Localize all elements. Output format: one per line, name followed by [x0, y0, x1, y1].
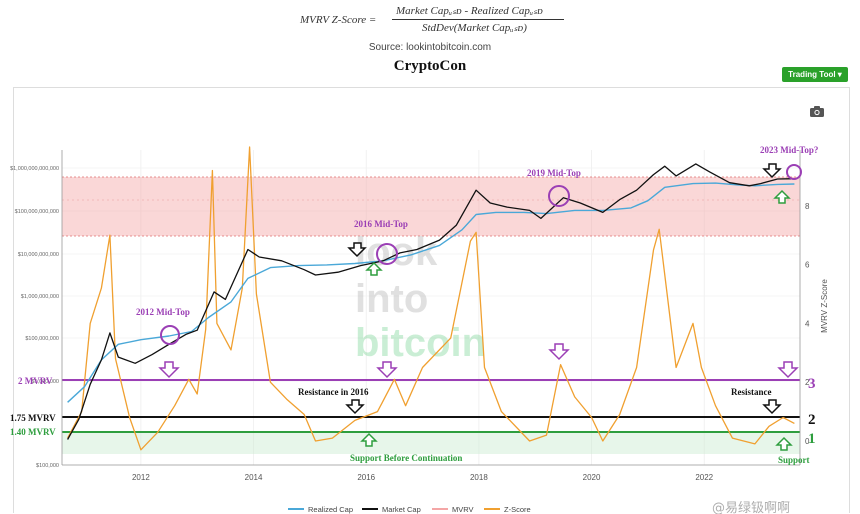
- x-tick-label: 2020: [583, 473, 601, 482]
- support-band-rect: [62, 432, 800, 454]
- label-2-mvrv: 2 MVRV: [18, 376, 53, 386]
- ann-2012: 2012 Mid-Top: [136, 307, 190, 317]
- annotations: 2012 Mid-Top 2016 Mid-Top 2019 Mid-Top 2…: [10, 145, 818, 465]
- label-resistance: Resistance: [731, 387, 772, 397]
- label-resistance-2016: Resistance in 2016: [298, 387, 369, 397]
- label-175-mvrv: 1.75 MVRV: [10, 413, 56, 423]
- num-3: 3: [808, 376, 816, 392]
- ann-2019-circle: [548, 185, 570, 207]
- legend: Realized Cap Market Cap MVRV Z-Score: [288, 505, 531, 514]
- source-text: Source: lookintobitcoin.com: [368, 42, 492, 53]
- series-lines: [67, 146, 795, 451]
- zscore-line: [67, 146, 795, 451]
- y-right-axis-label: MVRV Z-Score: [820, 279, 829, 333]
- legend-label: MVRV: [452, 505, 474, 514]
- label-support-continuation: Support Before Continuation: [350, 453, 462, 463]
- footer-watermark: @易绿钑啊啊: [712, 501, 790, 514]
- y-left-tick-label: $1,000,000: [31, 379, 59, 385]
- mvrv-band: [62, 176, 800, 454]
- camera-icon[interactable]: [810, 106, 824, 117]
- y-left-tick-label: $100,000,000: [25, 336, 59, 342]
- arrow-down-black-2016: [347, 242, 367, 258]
- chart-title: CryptoCon: [393, 58, 467, 74]
- x-tick-label: 2018: [470, 473, 488, 482]
- formula-denominator: StdDev(Market Capᵤₛᴅ): [422, 22, 527, 34]
- axes: 2012 2014 2016 2018 2020 2022$100,000$1,000,0…: [10, 150, 829, 482]
- y-right-tick-label: 6: [805, 261, 810, 270]
- legend-label: Market Cap: [382, 505, 421, 514]
- arrow-down-black-res2016: [345, 399, 365, 415]
- arrow-up-green-2016: [365, 261, 383, 276]
- num-2: 2: [808, 412, 816, 428]
- formula-fraction-bar: [392, 19, 564, 20]
- chart-frame: [13, 87, 850, 513]
- y-left-tick-label: $1,000,000,000,000: [10, 166, 59, 172]
- y-right-tick-label: 8: [805, 202, 810, 211]
- ann-2012-circle: [160, 325, 180, 345]
- formula-numerator: Market Capᵤₛᴅ - Realized Capᵤₛᴅ: [396, 5, 543, 17]
- ann-2019: 2019 Mid-Top: [527, 168, 581, 178]
- label-support: Support: [778, 455, 810, 465]
- arrow-down-purple-2016: [376, 361, 398, 379]
- arrow-down-purple-2023: [777, 361, 799, 379]
- arrow-up-green-support: [360, 432, 378, 447]
- ann-2023: 2023 Mid-Top?: [760, 145, 818, 155]
- mvrv-levels: [62, 379, 800, 433]
- ann-2023-circle: [786, 164, 802, 180]
- arrow-up-green-2023: [773, 189, 791, 204]
- realized-cap-line: [67, 182, 795, 403]
- y-left-tick-label: $100,000: [36, 463, 59, 469]
- watermark-line-2: into: [355, 277, 428, 321]
- x-tick-label: 2016: [357, 473, 375, 482]
- arrow-down-purple-2019: [548, 343, 570, 361]
- trading-tool-button[interactable]: Trading Tool ▾: [782, 67, 848, 82]
- num-1: 1: [808, 431, 816, 447]
- mvrv-formula: MVRV Z-Score = Market Capᵤₛᴅ - Realized …: [300, 4, 600, 38]
- y-left-tick-label: $10,000,000,000: [18, 252, 59, 258]
- formula-lhs: MVRV Z-Score =: [300, 14, 377, 26]
- y-right-tick-label: 4: [805, 319, 810, 328]
- mvrv-band-rect: [62, 177, 800, 236]
- x-tick-label: 2012: [132, 473, 150, 482]
- label-140-mvrv: 1.40 MVRV: [10, 427, 56, 437]
- watermark: look into bitcoin: [355, 230, 486, 365]
- watermark-line-3: bitcoin: [355, 321, 486, 365]
- x-tick-label: 2022: [695, 473, 713, 482]
- y-right-tick-label: 0: [805, 437, 810, 446]
- arrow-up-green-support2: [775, 436, 793, 451]
- y-left-tick-label: $1,000,000,000: [21, 294, 59, 300]
- x-tick-label: 2014: [245, 473, 263, 482]
- ann-2016-circle: [376, 243, 398, 265]
- legend-label: Z-Score: [504, 505, 531, 514]
- arrow-down-purple-2012: [158, 361, 180, 379]
- legend-label: Realized Cap: [308, 505, 353, 514]
- arrow-down-black-res: [762, 399, 782, 415]
- y-left-tick-label: $100,000,000,000: [15, 209, 59, 215]
- arrow-down-black-2023: [762, 163, 782, 179]
- market-cap-line: [67, 163, 795, 440]
- y-right-tick-label: 2: [805, 378, 810, 387]
- ann-2016: 2016 Mid-Top: [354, 219, 408, 229]
